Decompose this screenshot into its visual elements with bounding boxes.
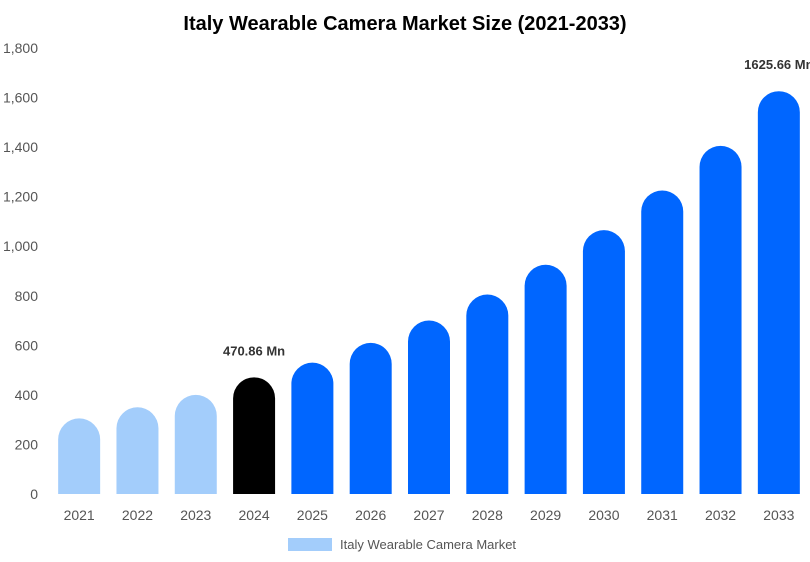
x-tick-label: 2030: [588, 507, 619, 523]
x-tick-label: 2026: [355, 507, 386, 523]
x-tick-label: 2025: [297, 507, 328, 523]
bar-2022: [116, 407, 159, 494]
x-tick-label: 2027: [413, 507, 444, 523]
bar-2030: [582, 230, 625, 494]
chart-title: Italy Wearable Camera Market Size (2021-…: [183, 13, 626, 35]
bar-2029: [524, 264, 567, 494]
x-tick-label: 2021: [64, 507, 95, 523]
bar-2021: [58, 418, 101, 494]
bar-2025: [291, 362, 334, 494]
bar-2024: [233, 377, 276, 494]
bar-2032: [699, 145, 742, 494]
x-tick-label: 2022: [122, 507, 153, 523]
y-tick-label: 400: [15, 387, 39, 403]
data-label-2033: 1625.66 Mn: [744, 57, 810, 72]
bar-2031: [641, 190, 684, 495]
bars: [58, 91, 800, 495]
y-tick-label: 200: [15, 436, 39, 452]
x-tick-label: 2032: [705, 507, 736, 523]
legend-swatch: [288, 538, 332, 551]
x-tick-label: 2024: [238, 507, 269, 523]
bar-2023: [174, 394, 217, 494]
y-axis: 0 200 400 600 800 1,000 1,200 1,400 1,600 1,800: [3, 40, 38, 502]
bar-2026: [349, 342, 392, 494]
y-tick-label: 800: [15, 288, 39, 304]
y-tick-label: 1,000: [3, 238, 38, 254]
y-tick-label: 1,800: [3, 40, 38, 56]
y-tick-label: 600: [15, 337, 39, 353]
x-tick-label: 2028: [472, 507, 503, 523]
x-tick-label: 2033: [763, 507, 794, 523]
bar-2028: [466, 294, 509, 494]
x-tick-label: 2031: [647, 507, 678, 523]
legend-label: Italy Wearable Camera Market: [340, 537, 516, 552]
y-tick-label: 1,600: [3, 90, 38, 106]
x-tick-label: 2023: [180, 507, 211, 523]
data-labels: 470.86 Mn 1625.66 Mn: [223, 57, 810, 358]
bar-2027: [408, 320, 450, 494]
y-tick-label: 1,200: [3, 189, 38, 205]
y-tick-label: 1,400: [3, 139, 38, 155]
y-tick-label: 0: [30, 486, 38, 502]
x-tick-label: 2029: [530, 507, 561, 523]
bar-2033: [757, 91, 800, 495]
legend: Italy Wearable Camera Market: [288, 537, 516, 552]
x-axis: 2021 2022 2023 2024 2025 2026 2027 2028 2029 2030…: [64, 507, 795, 523]
data-label-2024: 470.86 Mn: [223, 343, 285, 358]
